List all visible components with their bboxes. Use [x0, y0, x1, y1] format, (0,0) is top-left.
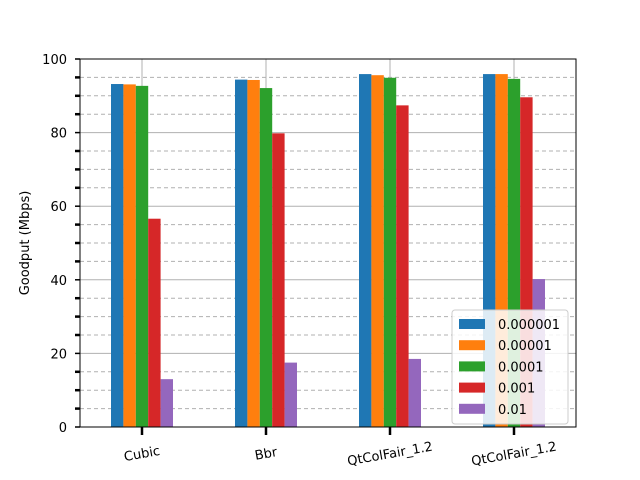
bar	[284, 362, 297, 427]
bar	[383, 77, 397, 427]
x-tick-label: QtColFair_1.2	[470, 440, 558, 470]
bar	[247, 79, 260, 427]
bar	[359, 74, 372, 427]
y-tick-label: 100	[42, 53, 67, 68]
y-tick-label: 0	[59, 421, 67, 436]
legend-label: 0.01	[498, 403, 527, 418]
legend-swatch	[459, 403, 485, 414]
y-tick-label: 80	[50, 127, 67, 142]
legend-swatch	[459, 319, 485, 329]
bar	[408, 358, 421, 427]
x-tick-label: Bbr	[254, 445, 279, 464]
bar	[135, 85, 149, 427]
bar	[272, 133, 285, 427]
bar	[259, 88, 273, 428]
y-tick-label: 60	[50, 200, 67, 215]
bar	[148, 218, 161, 427]
legend-label: 0.000001	[498, 318, 560, 333]
y-tick-label: 40	[50, 274, 67, 289]
legend-swatch	[459, 361, 485, 372]
legend-label: 0.001	[498, 382, 535, 397]
x-tick-label: Cubic	[123, 444, 161, 465]
bar	[123, 84, 136, 427]
y-axis-label: Goodput (Mbps)	[18, 191, 33, 296]
legend-swatch	[459, 340, 485, 351]
bar	[160, 379, 173, 427]
legend-box	[451, 309, 569, 425]
bar	[235, 79, 248, 427]
legend-swatch	[459, 382, 485, 393]
legend-label: 0.0001	[498, 360, 544, 375]
x-tick-label: QtColFair_1.2	[346, 440, 434, 470]
y-tick-label: 20	[50, 347, 67, 362]
legend-label: 0.00001	[498, 339, 552, 354]
legend: 0.000001 0.00001 0.0001 0.001 0.01	[451, 309, 569, 425]
bar	[111, 84, 124, 428]
bar	[371, 75, 384, 427]
bar	[396, 105, 409, 428]
